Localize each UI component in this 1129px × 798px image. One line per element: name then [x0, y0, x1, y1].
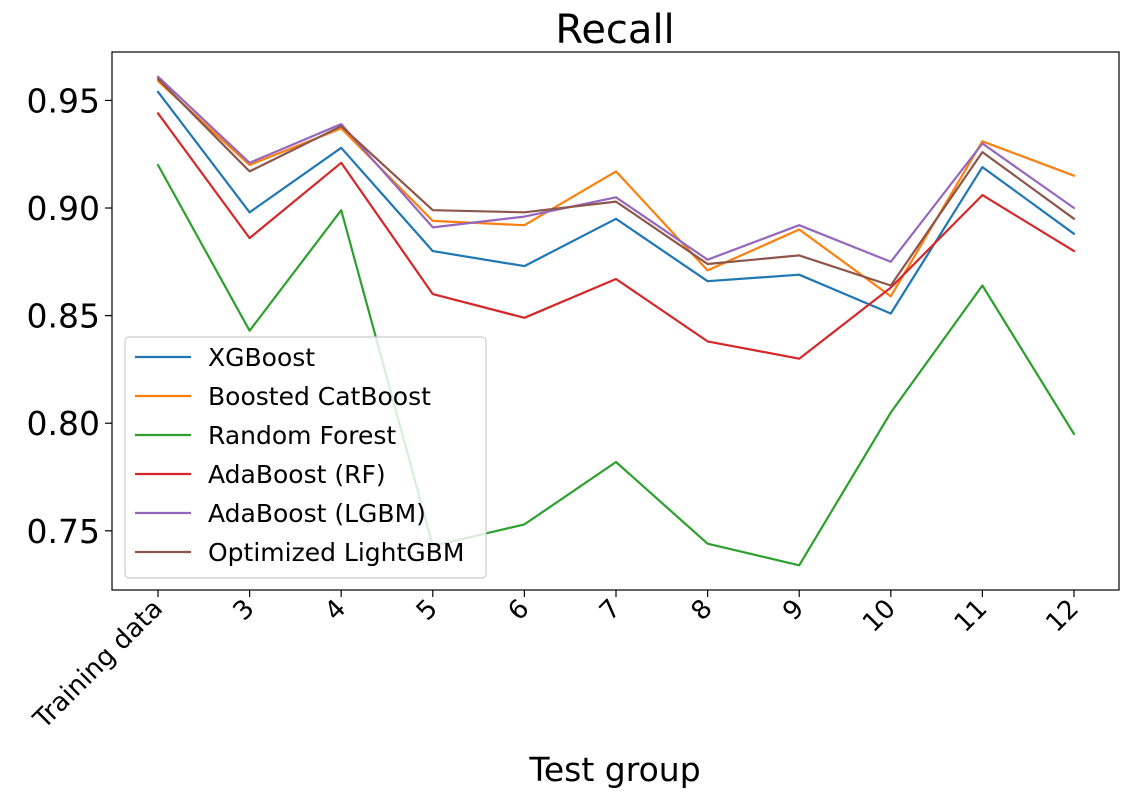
series-line-0	[156, 90, 1076, 315]
y-tick-label: 0.90	[27, 189, 100, 228]
plot-area	[156, 75, 1076, 567]
legend-entry: AdaBoost (RF)	[208, 460, 386, 489]
x-tick-label: Training data	[27, 594, 169, 736]
x-tick-label: 3	[228, 594, 261, 627]
x-tick-label: 7	[594, 594, 627, 627]
x-tick-label: 11	[949, 594, 994, 639]
x-tick-label: 9	[777, 594, 810, 627]
series-line-2	[156, 163, 1076, 567]
y-tick-label: 0.80	[27, 404, 100, 443]
series-line-5	[156, 77, 1076, 287]
series-line-4	[156, 75, 1076, 263]
x-tick-label: 4	[319, 594, 352, 627]
x-tick-label: 12	[1040, 594, 1085, 639]
legend: XGBoost Boosted CatBoost Random Forest AdaB…	[124, 336, 487, 579]
y-tick-label: 0.85	[27, 297, 100, 336]
x-tick-label: 8	[686, 594, 719, 627]
legend-entry: Optimized LightGBM	[208, 538, 464, 567]
series-line-1	[156, 79, 1076, 298]
x-axis-label: Test group	[528, 750, 700, 789]
legend-box	[124, 336, 487, 579]
x-tick-label: 10	[857, 594, 902, 639]
y-tick-label: 0.95	[27, 81, 100, 120]
series-line-3	[156, 112, 1076, 360]
legend-entry: XGBoost	[208, 343, 315, 372]
legend-entry: Random Forest	[208, 421, 396, 450]
x-tick-label: 5	[411, 594, 444, 627]
chart-title: Recall	[555, 7, 674, 53]
legend-entry: Boosted CatBoost	[208, 382, 431, 411]
x-tick-label: 6	[502, 594, 535, 627]
y-tick-label: 0.75	[27, 512, 100, 551]
legend-entry: AdaBoost (LGBM)	[208, 499, 426, 528]
